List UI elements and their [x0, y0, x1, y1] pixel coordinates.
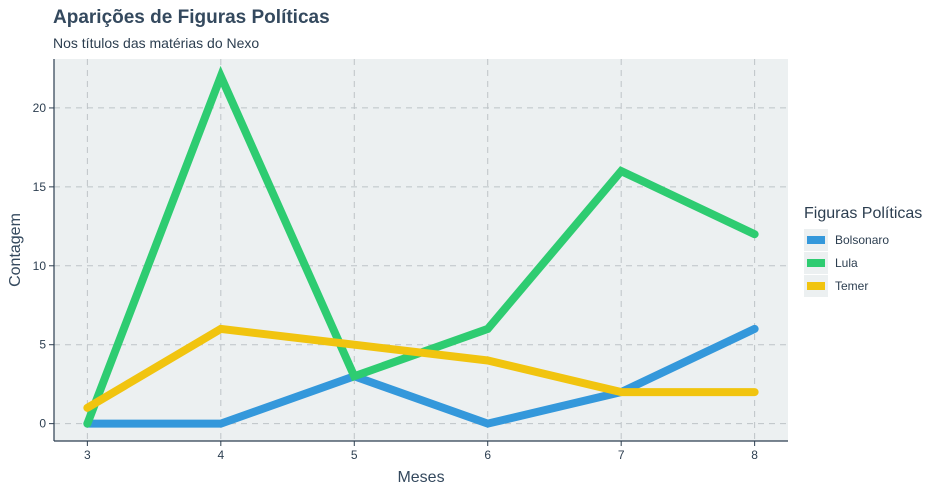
legend: Figuras Políticas Bolsonaro Lula Temer [804, 205, 922, 297]
series-lines [83, 65, 759, 428]
series-line-temer [83, 324, 759, 412]
x-tick-labels: 3 4 5 6 7 8 [84, 448, 758, 462]
y-tick-label: 15 [33, 180, 47, 194]
axes [49, 59, 788, 446]
x-tick-label: 5 [351, 448, 358, 462]
x-tick-label: 8 [751, 448, 758, 462]
y-tick-label: 10 [33, 259, 47, 273]
chart-subtitle: Nos títulos das matérias do Nexo [53, 35, 259, 51]
legend-label-lula: Lula [835, 256, 858, 270]
legend-label-bolsonaro: Bolsonaro [835, 233, 889, 247]
x-tick-label: 4 [217, 448, 224, 462]
y-axis-title: Contagem [7, 213, 24, 287]
legend-title: Figuras Políticas [804, 205, 922, 222]
series-line-bolsonaro [83, 324, 759, 428]
plot-background [54, 59, 788, 441]
y-tick-labels: 0 5 10 15 20 [33, 101, 47, 431]
chart-title: Aparições de Figuras Políticas [53, 7, 330, 28]
x-axis-title: Meses [397, 469, 444, 486]
y-tick-label: 0 [39, 417, 46, 431]
x-tick-label: 7 [618, 448, 625, 462]
legend-label-temer: Temer [835, 279, 868, 293]
x-tick-label: 3 [84, 448, 91, 462]
y-tick-label: 5 [39, 338, 46, 352]
x-tick-label: 6 [484, 448, 491, 462]
y-tick-label: 20 [33, 101, 47, 115]
